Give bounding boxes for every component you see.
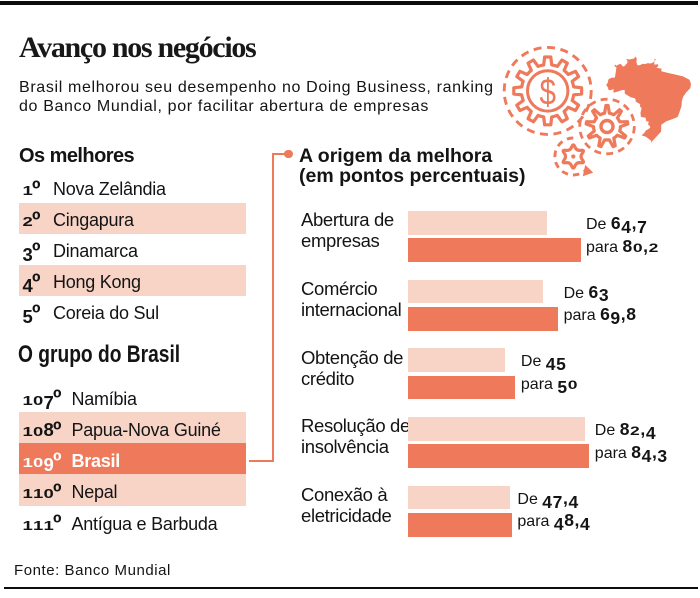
- svg-text:$: $: [539, 72, 556, 113]
